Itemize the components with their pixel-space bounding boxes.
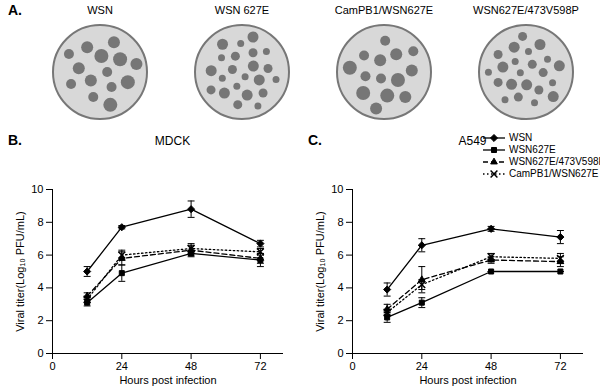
html-text:MDCK: MDCK bbox=[154, 134, 191, 148]
svg-text:Viral titer(Log₁₀ PFU/mL): Viral titer(Log₁₀ PFU/mL) bbox=[14, 211, 26, 332]
html-text:WSN627E/473V598P: WSN627E/473V598P bbox=[473, 4, 579, 16]
html-text:A.: A. bbox=[8, 2, 22, 18]
html-text:WSN: WSN bbox=[87, 4, 113, 16]
svg-text:48: 48 bbox=[185, 360, 197, 372]
svg-text:4: 4 bbox=[337, 281, 343, 293]
svg-text:48: 48 bbox=[485, 360, 497, 372]
svg-text:Hours post infection: Hours post infection bbox=[419, 374, 516, 386]
svg-text:72: 72 bbox=[254, 360, 266, 372]
html-text:C.: C. bbox=[308, 132, 322, 148]
svg-text:24: 24 bbox=[416, 360, 428, 372]
html-text:WSN 627E: WSN 627E bbox=[214, 4, 270, 16]
svg-text:6: 6 bbox=[37, 249, 43, 261]
svg-text:72: 72 bbox=[554, 360, 566, 372]
html-text:A549: A549 bbox=[458, 134, 487, 148]
svg-text:2: 2 bbox=[37, 314, 43, 326]
svg-text:24: 24 bbox=[116, 360, 128, 372]
html-text:WSN: WSN bbox=[509, 132, 533, 143]
svg-text:0: 0 bbox=[337, 347, 343, 359]
svg-text:0: 0 bbox=[37, 347, 43, 359]
svg-text:Viral titer(Log₁₀ PFU/mL): Viral titer(Log₁₀ PFU/mL) bbox=[314, 211, 326, 332]
svg-text:6: 6 bbox=[337, 249, 343, 261]
html-text:B.: B. bbox=[8, 132, 22, 148]
html-text:CamPB1/WSN627E: CamPB1/WSN627E bbox=[334, 4, 434, 16]
svg-text:2: 2 bbox=[337, 314, 343, 326]
html-text:CamPB1/WSN627E: CamPB1/WSN627E bbox=[509, 168, 599, 179]
svg-text:Hours post infection: Hours post infection bbox=[119, 374, 216, 386]
svg-text:0: 0 bbox=[349, 360, 355, 372]
svg-text:0: 0 bbox=[49, 360, 55, 372]
svg-text:10: 10 bbox=[331, 183, 343, 195]
svg-text:10: 10 bbox=[31, 183, 43, 195]
svg-text:4: 4 bbox=[37, 281, 43, 293]
svg-text:8: 8 bbox=[337, 216, 343, 228]
svg-text:8: 8 bbox=[37, 216, 43, 228]
html-text:WSN627E: WSN627E bbox=[509, 144, 556, 155]
